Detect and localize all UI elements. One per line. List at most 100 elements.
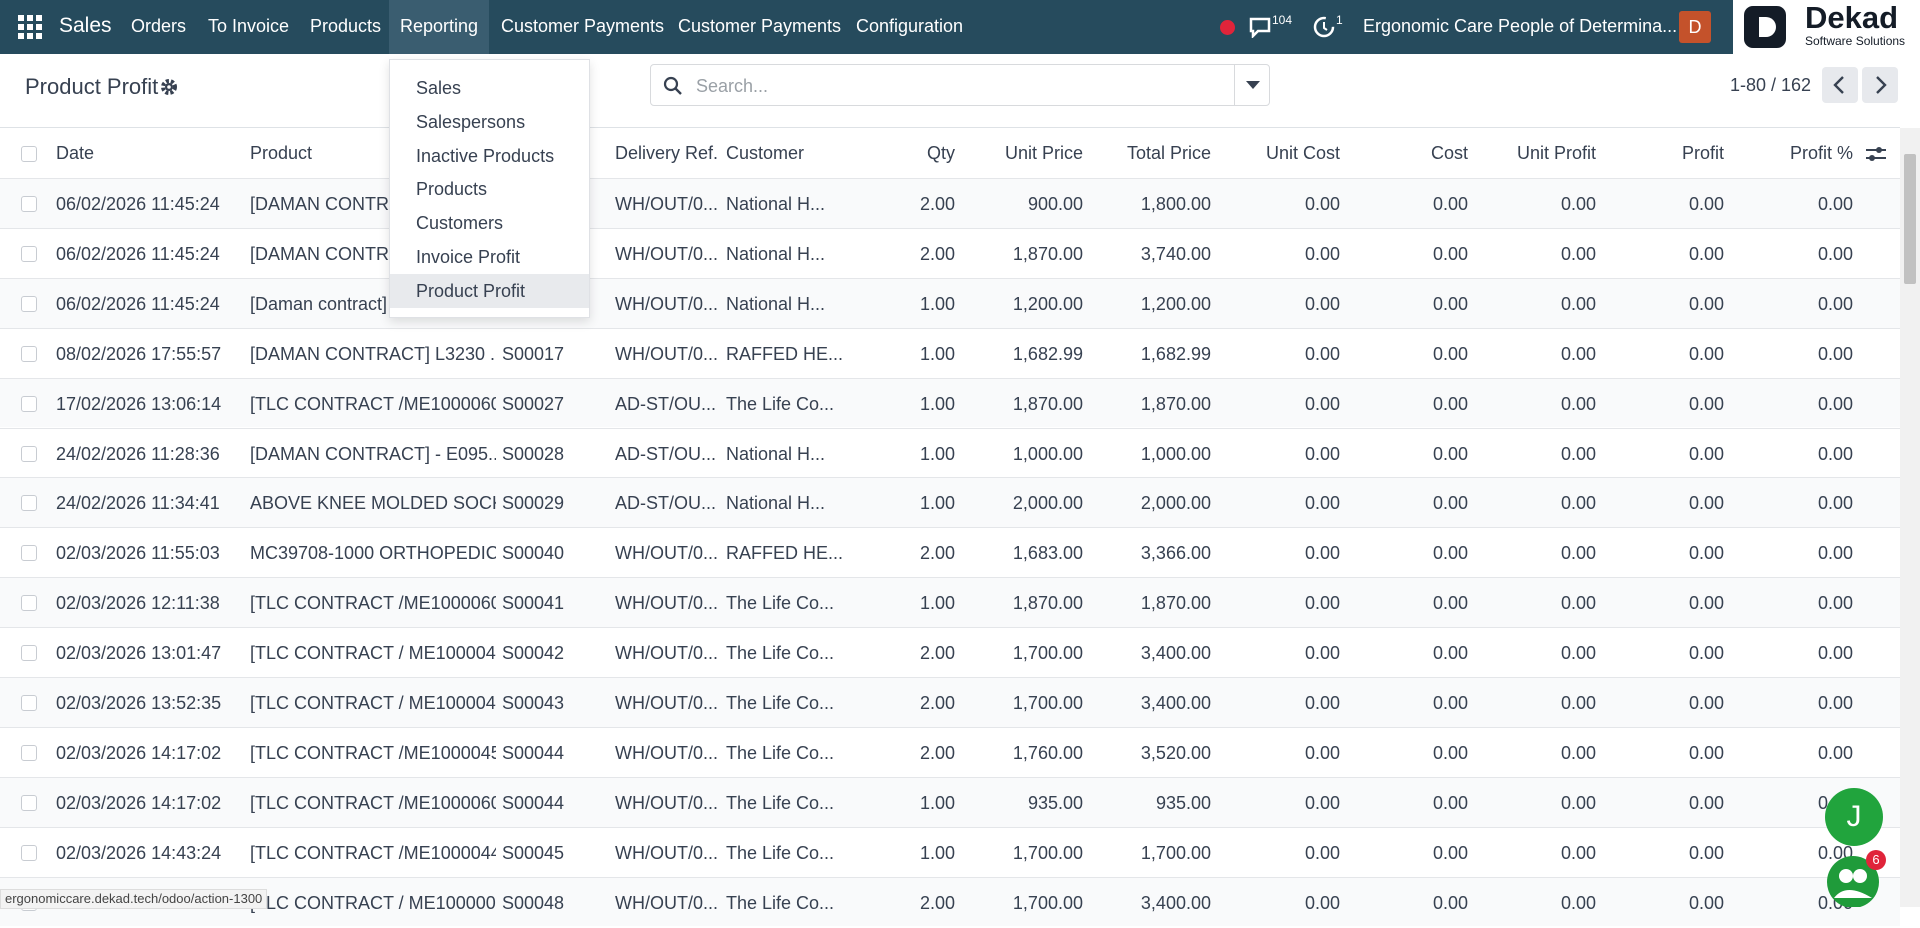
table-cell[interactable]: 08/02/2026 17:55:57	[56, 343, 222, 364]
table-cell[interactable]: 0.00	[1304, 593, 1340, 614]
table-cell[interactable]: 0.00	[1304, 293, 1340, 314]
table-cell[interactable]: 0.00	[1560, 194, 1596, 214]
table-cell[interactable]: The Life Co...	[726, 643, 835, 664]
table-cell[interactable]: 3,520.00	[1140, 742, 1211, 763]
table-cell[interactable]: 3,400.00	[1140, 892, 1211, 913]
messages-icon[interactable]	[1248, 16, 1272, 38]
table-cell[interactable]: S00043	[502, 693, 565, 713]
column-header[interactable]: Total Price	[1126, 143, 1211, 163]
table-cell[interactable]: 1,200.00	[1140, 293, 1211, 314]
table-cell[interactable]: 0.00	[1817, 194, 1853, 214]
nav-item[interactable]: Customer Payments	[678, 16, 842, 36]
table-cell[interactable]: 1,000.00	[1140, 443, 1211, 464]
table-cell[interactable]: 0.00	[1560, 543, 1596, 564]
table-cell[interactable]: 0.00	[1817, 742, 1853, 763]
nav-item[interactable]: Customer Payments	[501, 16, 665, 36]
table-cell[interactable]: 1,683.00	[1012, 543, 1083, 564]
table-cell[interactable]: 0.00	[1817, 493, 1853, 514]
table-cell[interactable]: 2.00	[919, 194, 955, 214]
row-checkbox[interactable]	[21, 695, 37, 711]
table-cell[interactable]: WH/OUT/0...	[615, 842, 718, 863]
table-cell[interactable]: 2.00	[919, 543, 955, 564]
table-cell[interactable]: The Life Co...	[726, 593, 835, 614]
table-cell[interactable]: 0.00	[1688, 693, 1724, 713]
table-cell[interactable]: 1.00	[919, 842, 955, 863]
table-cell[interactable]: 0.00	[1432, 643, 1468, 664]
table-cell[interactable]: National H...	[726, 493, 826, 514]
column-header[interactable]: Profit %	[1789, 143, 1853, 163]
table-cell[interactable]: 0.00	[1688, 643, 1724, 664]
table-cell[interactable]: The Life Co...	[726, 842, 835, 863]
table-cell[interactable]: 0.00	[1688, 792, 1724, 813]
dropdown-item[interactable]: Products	[416, 179, 488, 200]
app-name[interactable]: Sales	[59, 14, 112, 37]
table-cell[interactable]: 1,700.00	[1012, 842, 1083, 863]
table-cell[interactable]: WH/OUT/0...	[615, 643, 718, 664]
table-cell[interactable]: 2.00	[919, 693, 955, 713]
table-cell[interactable]: 0.00	[1304, 892, 1340, 913]
table-cell[interactable]: 0.00	[1560, 293, 1596, 314]
table-cell[interactable]: The Life Co...	[726, 393, 835, 414]
table-cell[interactable]: [TLC CONTRACT / ME1000004...	[250, 892, 496, 913]
table-cell[interactable]: 0.00	[1688, 493, 1724, 514]
table-cell[interactable]: 0.00	[1304, 842, 1340, 863]
table-cell[interactable]: RAFFED HE...	[726, 543, 844, 564]
table-cell[interactable]: 1.00	[919, 393, 955, 414]
column-header[interactable]: Customer	[726, 143, 805, 163]
table-cell[interactable]: 0.00	[1432, 194, 1468, 214]
table-cell[interactable]: 0.00	[1304, 194, 1340, 214]
table-cell[interactable]: WH/OUT/0...	[615, 792, 718, 813]
pager-previous[interactable]	[1822, 67, 1858, 103]
table-cell[interactable]: 3,400.00	[1140, 693, 1211, 713]
table-cell[interactable]: 2.00	[919, 742, 955, 763]
table-cell[interactable]: 02/03/2026 11:55:03	[56, 543, 220, 564]
table-cell[interactable]: S00029	[502, 493, 565, 514]
column-header[interactable]: Delivery Ref.	[615, 143, 719, 163]
table-cell[interactable]: 24/02/2026 11:34:41	[56, 493, 220, 514]
activities-icon[interactable]	[1312, 15, 1336, 39]
pager-next[interactable]	[1862, 67, 1898, 103]
column-header[interactable]: Qty	[926, 143, 955, 163]
table-cell[interactable]: 0.00	[1304, 693, 1340, 713]
row-checkbox[interactable]	[21, 345, 37, 362]
table-cell[interactable]: 1.00	[919, 792, 955, 813]
table-cell[interactable]: 0.00	[1432, 593, 1468, 614]
table-cell[interactable]: 1,700.00	[1012, 643, 1083, 664]
row-checkbox[interactable]	[21, 445, 37, 462]
row-checkbox[interactable]	[21, 545, 37, 562]
table-cell[interactable]: 0.00	[1432, 393, 1468, 414]
dropdown-item[interactable]: Invoice Profit	[416, 247, 521, 267]
table-cell[interactable]: 0.00	[1432, 543, 1468, 564]
row-checkbox[interactable]	[21, 794, 37, 811]
table-cell[interactable]: AD-ST/OU...	[615, 443, 717, 464]
table-cell[interactable]: [DAMAN CONTRA	[250, 194, 402, 214]
table-cell[interactable]: 0.00	[1817, 693, 1853, 713]
table-cell[interactable]: 935.00	[1155, 792, 1211, 813]
row-checkbox[interactable]	[21, 196, 37, 212]
table-cell[interactable]: 0.00	[1432, 742, 1468, 763]
table-cell[interactable]: 2,000.00	[1012, 493, 1083, 514]
table-cell[interactable]: 0.00	[1817, 643, 1853, 664]
table-cell[interactable]: 1.00	[919, 293, 955, 314]
table-cell[interactable]: WH/OUT/0...	[615, 343, 718, 364]
table-cell[interactable]: 1,682.99	[1012, 343, 1083, 364]
scrollbar[interactable]	[1900, 128, 1920, 907]
dropdown-item[interactable]: Customers	[416, 213, 504, 234]
table-cell[interactable]: 0.00	[1688, 892, 1724, 913]
table-cell[interactable]: S00044	[502, 792, 565, 813]
table-cell[interactable]: AD-ST/OU...	[615, 493, 717, 514]
table-cell[interactable]: 1,682.99	[1140, 343, 1211, 364]
table-cell[interactable]: 900.00	[1027, 194, 1083, 214]
table-cell[interactable]: 1.00	[919, 443, 955, 464]
table-cell[interactable]: The Life Co...	[726, 792, 835, 813]
header-checkbox[interactable]	[21, 146, 37, 162]
table-cell[interactable]: WH/OUT/0...	[615, 243, 718, 264]
table-cell[interactable]: S00048	[502, 892, 565, 913]
table-cell[interactable]: 0.00	[1432, 243, 1468, 264]
column-header[interactable]: Product	[250, 143, 313, 163]
table-cell[interactable]: 06/02/2026 11:45:24	[56, 293, 220, 314]
table-cell[interactable]: [TLC CONTRACT /ME1000060...	[250, 792, 496, 813]
table-cell[interactable]: 0.00	[1688, 842, 1724, 863]
table-cell[interactable]: 1.00	[919, 593, 955, 614]
table-cell[interactable]: 0.00	[1817, 293, 1853, 314]
